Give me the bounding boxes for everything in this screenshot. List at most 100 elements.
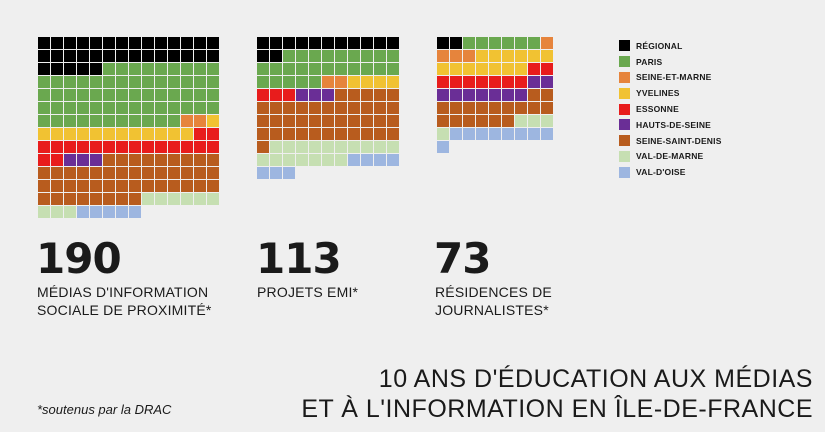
waffle-cell-paris bbox=[528, 37, 540, 49]
waffle-cell-yvelines bbox=[515, 63, 527, 75]
waffle-cell-hauts-de-seine bbox=[515, 89, 527, 101]
waffle-cell-paris bbox=[322, 63, 334, 75]
waffle-cell-essonne bbox=[257, 89, 269, 101]
waffle-cell-seine-saint-denis bbox=[374, 115, 386, 127]
waffle-cell-paris bbox=[309, 50, 321, 62]
waffle-cell-val-de-marne bbox=[322, 141, 334, 153]
legend-swatch bbox=[619, 87, 630, 99]
waffle-cell-regional bbox=[51, 50, 63, 62]
waffle-cell-paris bbox=[77, 115, 89, 127]
waffle-cell-val-d-oise bbox=[77, 206, 89, 218]
legend-label: RÉGIONAL bbox=[636, 40, 683, 51]
waffle-cell-val-de-marne bbox=[437, 128, 449, 140]
waffle-cell-seine-saint-denis bbox=[129, 180, 141, 192]
waffle-cell-paris bbox=[38, 89, 50, 101]
waffle-cell-paris bbox=[181, 76, 193, 88]
waffle-cell-regional bbox=[322, 37, 334, 49]
legend-item-seine-saint-denis: SEINE-SAINT-DENIS bbox=[619, 133, 722, 149]
waffle-cell-seine-saint-denis bbox=[90, 193, 102, 205]
waffle-cell-paris bbox=[476, 37, 488, 49]
waffle-cell-hauts-de-seine bbox=[476, 89, 488, 101]
waffle-cell-paris bbox=[387, 50, 399, 62]
waffle-cell-regional bbox=[90, 50, 102, 62]
legend: RÉGIONAL PARIS SEINE-ET-MARNE YVELINES E… bbox=[619, 38, 722, 180]
waffle-cell-val-de-marne bbox=[296, 141, 308, 153]
waffle-cell-seine-saint-denis bbox=[296, 102, 308, 114]
waffle-cell-hauts-de-seine bbox=[322, 89, 334, 101]
waffle-cell-essonne bbox=[515, 76, 527, 88]
waffle-cell-seine-saint-denis bbox=[257, 128, 269, 140]
waffle-cell-essonne bbox=[38, 141, 50, 153]
waffle-cell-essonne bbox=[116, 141, 128, 153]
waffle-cell-val-de-marne bbox=[64, 206, 76, 218]
waffle-cell-paris bbox=[90, 115, 102, 127]
waffle-cell-hauts-de-seine bbox=[528, 76, 540, 88]
legend-swatch bbox=[619, 56, 630, 68]
waffle-cell-val-de-marne bbox=[142, 193, 154, 205]
waffle-cell-paris bbox=[90, 89, 102, 101]
legend-label: ESSONNE bbox=[636, 104, 679, 115]
waffle-cell-paris bbox=[51, 115, 63, 127]
legend-swatch bbox=[619, 150, 630, 162]
waffle-cell-regional bbox=[64, 37, 76, 49]
waffle-cell-seine-saint-denis bbox=[335, 115, 347, 127]
waffle-cell-paris bbox=[194, 102, 206, 114]
waffle-cell-paris bbox=[322, 50, 334, 62]
total-medias: 190 bbox=[36, 234, 122, 283]
waffle-cell-essonne bbox=[38, 154, 50, 166]
waffle-cell-paris bbox=[168, 89, 180, 101]
waffle-cell-paris bbox=[142, 115, 154, 127]
waffle-cell-regional bbox=[257, 37, 269, 49]
waffle-cell-paris bbox=[207, 102, 219, 114]
waffle-cell-seine-saint-denis bbox=[181, 167, 193, 179]
waffle-cell-seine-saint-denis bbox=[387, 128, 399, 140]
waffle-cell-regional bbox=[129, 50, 141, 62]
main-title-line-2: ET À L'INFORMATION EN ÎLE-DE-FRANCE bbox=[301, 395, 813, 423]
waffle-cell-seine-saint-denis bbox=[387, 102, 399, 114]
waffle-cell-essonne bbox=[541, 63, 553, 75]
waffle-cell-paris bbox=[489, 37, 501, 49]
waffle-cell-paris bbox=[38, 76, 50, 88]
waffle-cell-seine-saint-denis bbox=[270, 102, 282, 114]
waffle-cell-paris bbox=[257, 76, 269, 88]
waffle-cell-val-de-marne bbox=[168, 193, 180, 205]
waffle-cell-regional bbox=[142, 50, 154, 62]
waffle-cell-val-de-marne bbox=[270, 141, 282, 153]
waffle-cell-paris bbox=[194, 89, 206, 101]
waffle-cell-val-de-marne bbox=[283, 141, 295, 153]
waffle-cell-paris bbox=[142, 89, 154, 101]
waffle-cell-val-d-oise bbox=[361, 154, 373, 166]
waffle-cell-val-d-oise bbox=[348, 154, 360, 166]
waffle-cell-regional bbox=[361, 37, 373, 49]
waffle-cell-seine-saint-denis bbox=[155, 180, 167, 192]
waffle-cell-seine-saint-denis bbox=[502, 115, 514, 127]
waffle-cell-seine-saint-denis bbox=[309, 128, 321, 140]
waffle-cell-regional bbox=[181, 37, 193, 49]
waffle-cell-val-d-oise bbox=[515, 128, 527, 140]
waffle-cell-yvelines bbox=[51, 128, 63, 140]
waffle-cell-hauts-de-seine bbox=[541, 76, 553, 88]
waffle-cell-seine-saint-denis bbox=[374, 128, 386, 140]
waffle-cell-essonne bbox=[283, 89, 295, 101]
total-residences: 73 bbox=[434, 234, 491, 283]
waffle-cell-seine-saint-denis bbox=[51, 180, 63, 192]
waffle-cell-val-d-oise bbox=[374, 154, 386, 166]
waffle-cell-seine-saint-denis bbox=[64, 167, 76, 179]
waffle-cell-seine-saint-denis bbox=[361, 102, 373, 114]
waffle-cell-val-de-marne bbox=[38, 206, 50, 218]
waffle-cell-regional bbox=[77, 37, 89, 49]
waffle-cell-val-de-marne bbox=[296, 154, 308, 166]
waffle-cell-seine-saint-denis bbox=[437, 115, 449, 127]
waffle-cell-seine-saint-denis bbox=[116, 167, 128, 179]
waffle-cell-val-d-oise bbox=[528, 128, 540, 140]
waffle-cell-yvelines bbox=[463, 63, 475, 75]
waffle-cell-regional bbox=[155, 50, 167, 62]
waffle-cell-val-de-marne bbox=[283, 154, 295, 166]
waffle-cell-seine-et-marne bbox=[463, 50, 475, 62]
waffle-cell-seine-saint-denis bbox=[309, 102, 321, 114]
waffle-cell-seine-saint-denis bbox=[51, 167, 63, 179]
waffle-cell-seine-saint-denis bbox=[207, 154, 219, 166]
waffle-cell-paris bbox=[270, 63, 282, 75]
waffle-cell-regional bbox=[257, 50, 269, 62]
waffle-cell-regional bbox=[437, 37, 449, 49]
